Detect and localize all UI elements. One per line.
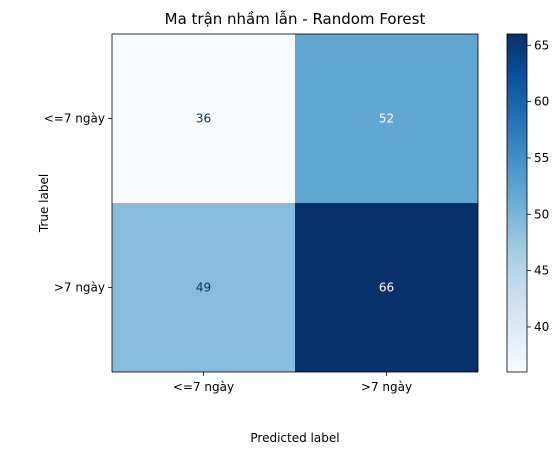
y-tick-label: <=7 ngày: [44, 112, 105, 126]
matrix-cell: [112, 34, 295, 203]
colorbar-tick-label: 45: [534, 264, 549, 278]
cell-value-label: 49: [196, 281, 211, 295]
colorbar-tick-label: 40: [534, 320, 549, 334]
matrix-cell: [295, 34, 478, 203]
colorbar-tick-label: 65: [534, 38, 549, 52]
cell-value-label: 52: [379, 112, 394, 126]
matrix-cell-labels: 36 52 49 66: [196, 112, 394, 295]
colorbar-ticks: 40 45 50 55 60 65: [527, 38, 549, 334]
cell-value-label: 36: [196, 112, 211, 126]
cell-value-label: 66: [379, 281, 394, 295]
chart-title: Ma trận nhầm lẫn - Random Forest: [165, 10, 426, 28]
colorbar: [506, 33, 528, 373]
matrix-cell: [112, 203, 295, 372]
matrix-cells: [112, 34, 478, 372]
y-axis-ticks: <=7 ngày >7 ngày: [44, 112, 112, 295]
y-axis-label: True label: [37, 174, 51, 233]
matrix-frame: [111, 33, 479, 373]
x-axis-label: Predicted label: [250, 431, 339, 445]
matrix-cell: [295, 203, 478, 372]
x-tick-label: <=7 ngày: [173, 380, 234, 394]
colorbar-tick-label: 50: [534, 207, 549, 221]
colorbar-tick-label: 55: [534, 151, 549, 165]
colorbar-tick-label: 60: [534, 95, 549, 109]
x-tick-label: >7 ngày: [361, 380, 412, 394]
y-tick-label: >7 ngày: [54, 281, 105, 295]
x-axis-ticks: <=7 ngày >7 ngày: [173, 372, 412, 394]
